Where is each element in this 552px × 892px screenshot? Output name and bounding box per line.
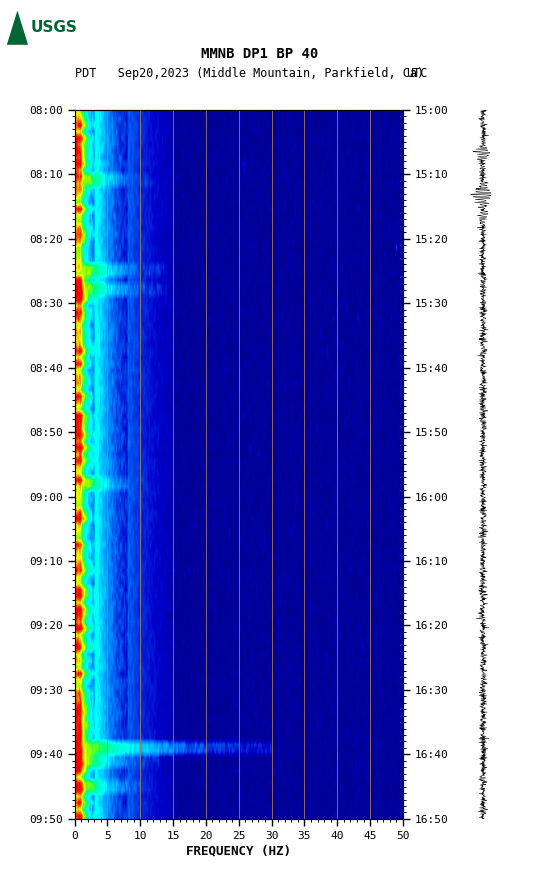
Text: USGS: USGS [31,21,78,35]
Text: MMNB DP1 BP 40: MMNB DP1 BP 40 [201,46,318,61]
Text: UTC: UTC [406,67,427,80]
Polygon shape [7,11,28,45]
X-axis label: FREQUENCY (HZ): FREQUENCY (HZ) [186,845,291,858]
Text: PDT   Sep20,2023 (Middle Mountain, Parkfield, Ca): PDT Sep20,2023 (Middle Mountain, Parkfie… [75,67,423,80]
